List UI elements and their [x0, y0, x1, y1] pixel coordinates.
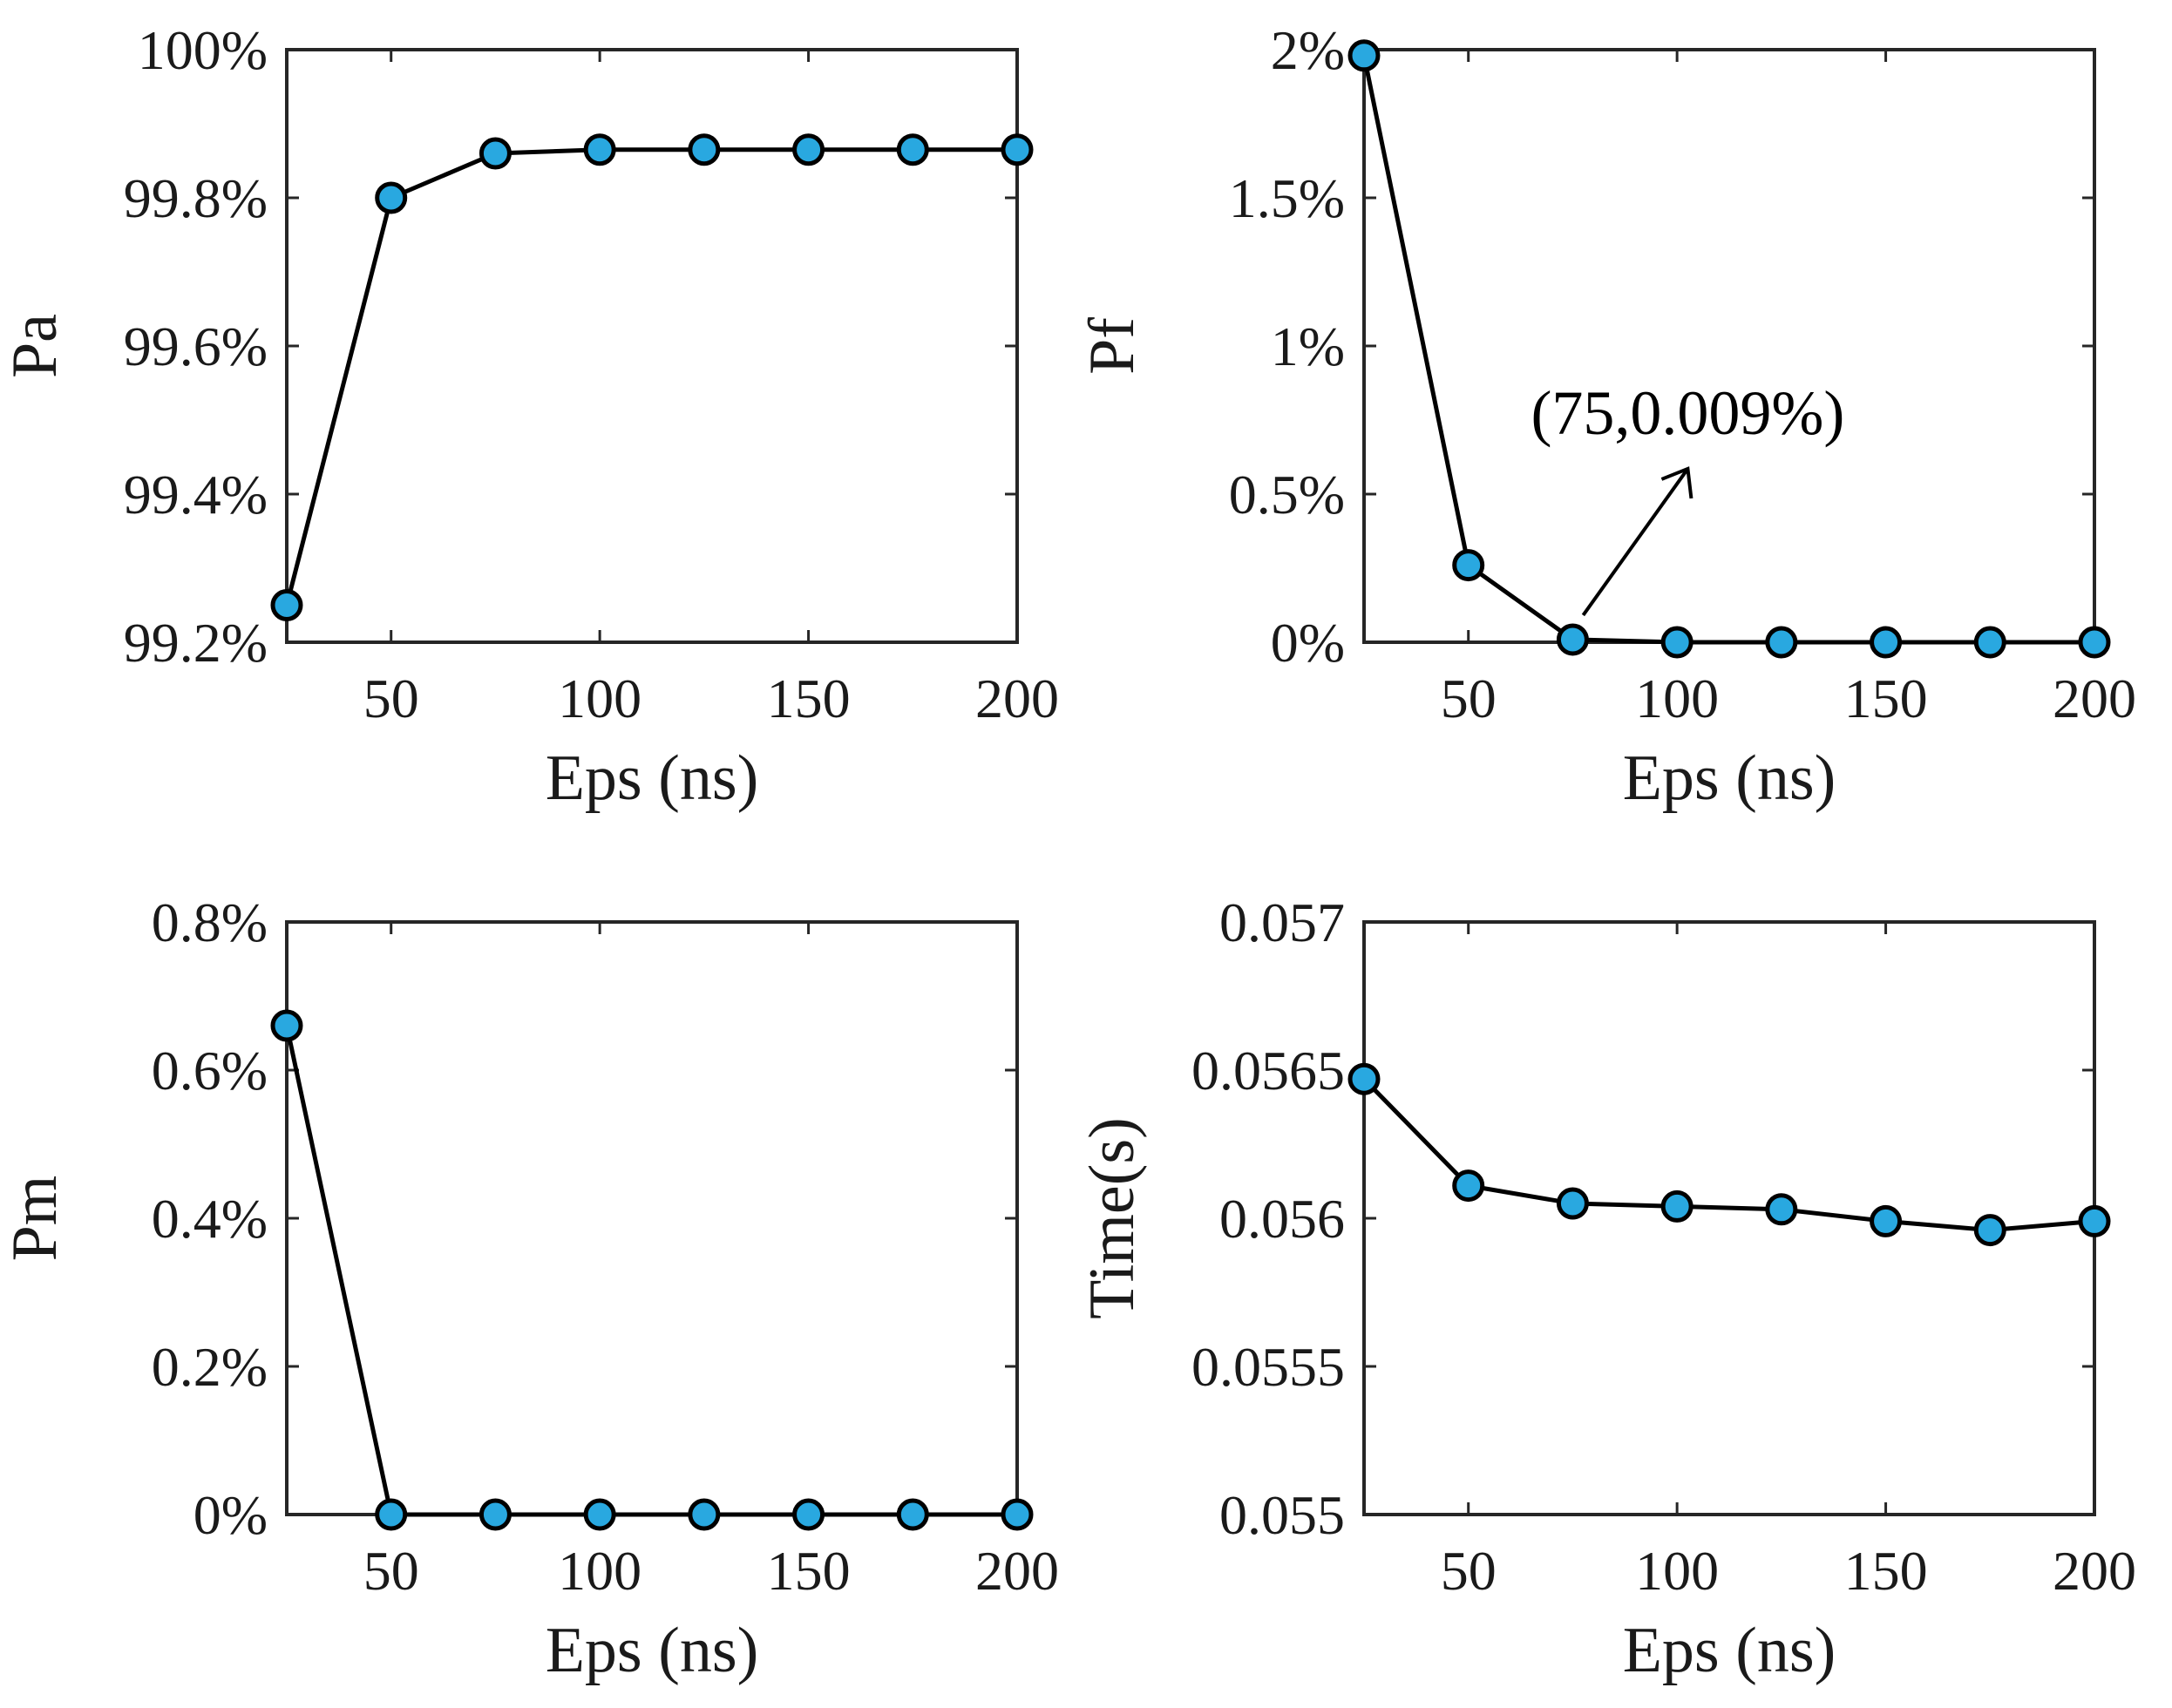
- series-line: [284, 147, 1017, 607]
- y-tick-label: 0.5%: [1229, 464, 1345, 525]
- data-point: [688, 1498, 721, 1531]
- data-point: [1347, 1062, 1381, 1095]
- x-tick-label: 200: [975, 1540, 1059, 1602]
- data-point: [1556, 623, 1589, 656]
- data-point: [1001, 133, 1034, 166]
- y-tick-label: 0.057: [1219, 891, 1345, 953]
- y-tick-label: 99.2%: [124, 612, 268, 674]
- x-tick-label: 150: [767, 668, 851, 729]
- y-tick-label: 99.4%: [124, 464, 268, 525]
- x-tick-label: 150: [767, 1540, 851, 1602]
- x-axis-label: Eps (ns): [546, 742, 759, 814]
- data-point: [1765, 626, 1798, 659]
- series-line: [1362, 1077, 2095, 1233]
- data-point: [1556, 1187, 1589, 1220]
- x-axis-label: Eps (ns): [1623, 1615, 1836, 1686]
- data-point: [479, 137, 512, 170]
- data-point: [2078, 626, 2111, 659]
- y-tick-label: 1%: [1271, 315, 1345, 377]
- x-tick-label: 200: [2053, 668, 2136, 729]
- y-tick-label: 0.056: [1219, 1188, 1345, 1250]
- y-tick-label: 0.0565: [1191, 1040, 1345, 1101]
- panel-pf: 50 100 150 200 0% 0.5% 1% 1.5% 2% Eps (ns) Pf (75,0…: [1076, 19, 2136, 814]
- y-tick-label: 0.2%: [152, 1336, 268, 1398]
- data-point: [1870, 626, 1903, 659]
- x-tick-label: 50: [363, 668, 419, 729]
- data-point: [1452, 1169, 1485, 1203]
- x-axis-label: Eps (ns): [1623, 742, 1836, 814]
- x-tick-label: 150: [1844, 1540, 1928, 1602]
- y-tick-label: 0.055: [1219, 1484, 1345, 1546]
- data-point: [792, 133, 825, 166]
- y-tick-label: 0%: [193, 1484, 268, 1546]
- panel-time: 50 100 150 200 0.055 0.0555 0.056 0.0565 0.057 Ep…: [1076, 891, 2136, 1686]
- data-point: [896, 133, 929, 166]
- x-tick-label: 100: [558, 668, 641, 729]
- y-axis-label: Pa: [0, 314, 71, 378]
- data-point: [375, 1498, 408, 1531]
- series-line: [284, 1025, 1017, 1517]
- x-tick-label: 150: [1844, 668, 1928, 729]
- data-point: [1765, 1193, 1798, 1226]
- data-point: [1973, 1214, 2006, 1247]
- y-tick-label: 99.6%: [124, 315, 268, 377]
- data-point: [479, 1498, 512, 1531]
- y-tick-label: 0.0555: [1191, 1336, 1345, 1398]
- x-tick-label: 50: [363, 1540, 419, 1602]
- annotation-arrow-head: [1660, 466, 1693, 499]
- y-axis-label: Time(s): [1076, 1117, 1148, 1319]
- data-point: [270, 589, 303, 621]
- data-point: [2078, 1204, 2111, 1237]
- data-point: [1452, 549, 1485, 582]
- y-tick-label: 0.8%: [152, 891, 268, 953]
- data-point: [896, 1498, 929, 1531]
- annotation-arrow-shaft: [1581, 467, 1690, 617]
- y-tick-label: 1.5%: [1229, 167, 1345, 229]
- x-tick-label: 200: [975, 668, 1059, 729]
- data-point: [1660, 1190, 1693, 1223]
- y-tick-label: 0.6%: [152, 1040, 268, 1101]
- data-point: [688, 133, 721, 166]
- x-tick-label: 100: [1635, 1540, 1719, 1602]
- data-point: [1660, 626, 1693, 659]
- panel-pa: 50 100 150 200 99.2% 99.4% 99.6% 99.8% 100% Eps (…: [0, 19, 1059, 814]
- data-point: [792, 1498, 825, 1531]
- data-point: [1870, 1204, 1903, 1237]
- x-tick-label: 100: [1635, 668, 1719, 729]
- axes-box: [285, 920, 1019, 1516]
- data-point: [270, 1009, 303, 1042]
- y-tick-label: 0.4%: [152, 1188, 268, 1250]
- data-point: [583, 133, 616, 166]
- x-axis-label: Eps (ns): [546, 1615, 759, 1686]
- x-tick-label: 100: [558, 1540, 641, 1602]
- data-point: [1001, 1498, 1034, 1531]
- data-point: [375, 181, 408, 214]
- x-tick-label: 200: [2053, 1540, 2136, 1602]
- data-point: [583, 1498, 616, 1531]
- y-tick-label: 0%: [1271, 612, 1345, 674]
- x-tick-label: 50: [1441, 668, 1497, 729]
- panel-pm: 50 100 150 200 0% 0.2% 0.4% 0.6% 0.8% Eps (ns) Pm: [0, 891, 1059, 1686]
- data-point: [1347, 39, 1381, 72]
- annotation-label: (75,0.009%): [1531, 378, 1844, 448]
- y-tick-label: 100%: [138, 19, 268, 81]
- y-tick-label: 2%: [1271, 19, 1345, 81]
- series-line: [1361, 55, 2094, 645]
- y-axis-label: Pm: [0, 1176, 71, 1262]
- data-point: [1973, 626, 2006, 659]
- y-tick-label: 99.8%: [124, 167, 268, 229]
- x-tick-label: 50: [1441, 1540, 1497, 1602]
- y-axis-label: Pf: [1076, 317, 1148, 375]
